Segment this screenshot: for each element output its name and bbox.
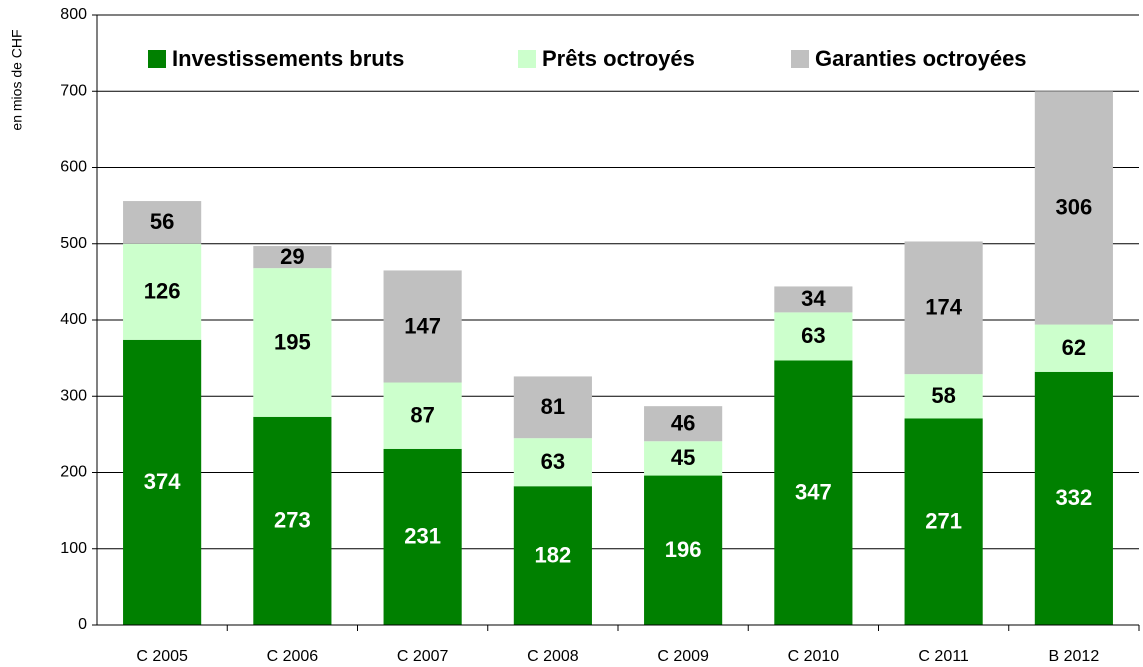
y-tick-label: 800 — [60, 6, 87, 23]
x-tick-label: C 2008 — [527, 648, 579, 665]
x-tick-label: C 2009 — [657, 648, 709, 665]
legend-label: Prêts octroyés — [542, 46, 695, 71]
y-tick-label: 500 — [60, 235, 87, 252]
data-label: 81 — [541, 394, 565, 419]
y-tick-label: 300 — [60, 387, 87, 404]
legend-label: Investissements bruts — [172, 46, 404, 71]
bar-segment — [513, 438, 592, 487]
data-label: 271 — [925, 508, 962, 533]
bar-segment — [904, 418, 983, 625]
x-tick-label: C 2005 — [136, 648, 188, 665]
data-label: 62 — [1062, 335, 1086, 360]
bar-segment — [253, 416, 332, 625]
legend-swatch — [148, 50, 166, 68]
y-tick-label: 100 — [60, 540, 87, 557]
bar-segment — [904, 241, 983, 375]
bar-segment — [1034, 91, 1113, 325]
data-label: 195 — [274, 329, 311, 354]
data-label: 306 — [1056, 195, 1093, 220]
bar-segment — [123, 339, 202, 625]
data-label: 273 — [274, 508, 311, 533]
bar-segment — [774, 286, 853, 313]
bar-segment — [1034, 324, 1113, 372]
bar-segment — [383, 448, 462, 625]
x-tick-label: C 2010 — [788, 648, 840, 665]
bar-segment — [774, 360, 853, 625]
bar-segment — [383, 382, 462, 449]
data-label: 45 — [671, 445, 695, 470]
data-label: 374 — [144, 469, 181, 494]
bar-segment — [383, 270, 462, 383]
legend-swatch — [791, 50, 809, 68]
data-label: 87 — [410, 403, 434, 428]
x-tick-label: C 2006 — [267, 648, 319, 665]
legend-swatch — [518, 50, 536, 68]
y-tick-label: 700 — [60, 82, 87, 99]
data-label: 58 — [931, 383, 955, 408]
bar-segment — [644, 406, 723, 442]
bar-segment — [123, 243, 202, 340]
y-axis-label: en mios de CHF — [9, 29, 25, 130]
bar-segment — [904, 374, 983, 419]
data-label: 63 — [541, 449, 565, 474]
bar-segment — [253, 268, 332, 417]
y-tick-label: 200 — [60, 464, 87, 481]
x-tick-label: C 2011 — [918, 648, 969, 665]
bar-segment — [513, 486, 592, 625]
data-label: 147 — [404, 313, 441, 338]
data-label: 182 — [535, 542, 572, 567]
bar-segment — [1034, 371, 1113, 625]
x-tick-label: B 2012 — [1049, 648, 1100, 665]
bar-segment — [123, 201, 202, 244]
data-label: 46 — [671, 411, 695, 436]
legend-label: Garanties octroyées — [815, 46, 1027, 71]
data-label: 34 — [801, 286, 826, 311]
data-label: 63 — [801, 323, 825, 348]
data-label: 126 — [144, 279, 181, 304]
bar-segment — [513, 376, 592, 439]
y-tick-label: 400 — [60, 311, 87, 328]
data-label: 332 — [1056, 485, 1093, 510]
data-label: 174 — [925, 295, 962, 320]
data-label: 29 — [280, 244, 304, 269]
y-tick-label: 600 — [60, 159, 87, 176]
bar-segment — [644, 475, 723, 625]
data-label: 56 — [150, 209, 174, 234]
bar-segment — [253, 246, 332, 269]
data-label: 347 — [795, 480, 832, 505]
data-label: 231 — [404, 524, 441, 549]
y-tick-label: 0 — [78, 616, 87, 633]
bar-segment — [774, 312, 853, 361]
data-label: 196 — [665, 537, 702, 562]
bar-segment — [644, 441, 723, 476]
x-tick-label: C 2007 — [397, 648, 449, 665]
